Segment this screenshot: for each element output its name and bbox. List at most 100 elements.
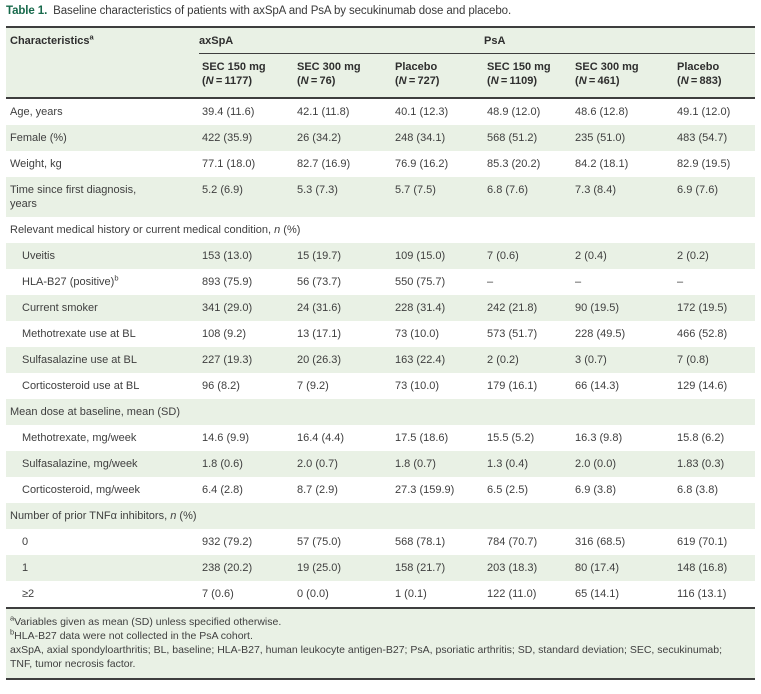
cell-value: 466 (52.8)	[677, 328, 728, 340]
cell-value: 82.9 (19.5)	[677, 158, 731, 170]
cell-value: 84.2 (18.1)	[575, 158, 629, 170]
cell-value: 16.4 (4.4)	[297, 432, 345, 444]
table-caption: Table 1. Baseline characteristics of pati…	[6, 4, 755, 19]
cell-value: 96 (8.2)	[202, 380, 240, 392]
row-label: Methotrexate, mg/week	[22, 432, 137, 444]
cell-value: 2 (0.4)	[575, 250, 607, 262]
column-header-row: SEC 150 mg (N = 1177) SEC 300 mg (N = 76) Pl…	[6, 54, 756, 99]
table-row: Current smoker 341 (29.0) 24 (31.6) 228 (31…	[6, 295, 756, 321]
cell-value: 3 (0.7)	[575, 354, 607, 366]
cell-value: 7 (0.8)	[677, 354, 709, 366]
table-row: Female (%) 422 (35.9) 26 (34.2) 248 (34.1) 5…	[6, 125, 756, 151]
cell-value: 39.4 (11.6)	[202, 106, 255, 118]
row-label: ≥2	[22, 588, 35, 600]
cell-value: 76.9 (16.2)	[395, 158, 449, 170]
table1-figure: Table 1. Baseline characteristics of pati…	[6, 4, 756, 680]
cell-value: 16.3 (9.8)	[575, 432, 623, 444]
column-header-1: SEC 150 mg (N = 1177)	[199, 54, 294, 99]
table-row: Corticosteroid use at BL 96 (8.2) 7 (9.2) 7…	[6, 373, 755, 399]
table-row: Methotrexate use at BL 108 (9.2) 13 (17.1)…	[6, 321, 755, 347]
cell-value: 483 (54.7)	[677, 132, 728, 144]
cell-value: 6.4 (2.8)	[202, 484, 243, 496]
row-label: Methotrexate use at BL	[22, 328, 136, 340]
cell-value: 26 (34.2)	[297, 132, 342, 144]
table-body: Age, years 39.4 (11.6) 42.1 (11.8) 40.1 (12…	[6, 98, 756, 608]
cell-value: 40.1 (12.3)	[395, 106, 449, 118]
footnote: bHLA-B27 data were not collected in the …	[10, 627, 253, 642]
cell-value: 1 (0.1)	[395, 588, 427, 600]
group-label-axspa: axSpA	[199, 35, 234, 47]
cell-value: 82.7 (16.9)	[297, 158, 351, 170]
cell-value: –	[677, 276, 684, 288]
cell-value: 77.1 (18.0)	[202, 158, 256, 170]
row-label: Weight, kg	[10, 158, 62, 170]
column-header-5: SEC 300 mg (N = 461)	[572, 54, 675, 99]
column-header-3: Placebo (N = 727)	[392, 54, 485, 99]
cell-value: 6.9 (7.6)	[677, 184, 718, 196]
cell-value: 2.0 (0.7)	[297, 458, 338, 470]
group-header-row: Characteristicsa axSpA PsA	[6, 27, 756, 99]
footnote: aVariables given as mean (SD) unless spe…	[10, 613, 282, 628]
cell-value: 242 (21.8)	[487, 302, 538, 314]
cell-value: 228 (49.5)	[575, 328, 626, 340]
cell-value: 7 (9.2)	[297, 380, 329, 392]
cell-value: 17.5 (18.6)	[395, 432, 449, 444]
cell-value: 27.3 (159.9)	[395, 484, 455, 496]
section-label: Number of prior TNFα inhibitors, n (%)	[10, 510, 197, 522]
table-row: HLA-B27 (positive)b 893 (75.9) 56 (73.7) 55…	[6, 269, 755, 295]
cell-value: 172 (19.5)	[677, 302, 728, 314]
cell-value: 73 (10.0)	[395, 380, 440, 392]
cell-value: 2 (0.2)	[487, 354, 519, 366]
cell-value: 341 (29.0)	[202, 302, 253, 314]
group-header-axspa: axSpA	[199, 27, 485, 54]
cell-value: 1.83 (0.3)	[677, 458, 725, 470]
characteristics-header: Characteristicsa	[6, 27, 199, 99]
table-row: Methotrexate, mg/week 14.6 (9.9) 16.4 (4.4…	[6, 425, 755, 451]
footnote: axSpA, axial spondyloarthritis; BL, base…	[10, 644, 723, 670]
cell-value: 619 (70.1)	[677, 536, 728, 548]
cell-value: 148 (16.8)	[677, 562, 728, 574]
cell-value: 73 (10.0)	[395, 328, 440, 340]
cell-value: 228 (31.4)	[395, 302, 446, 314]
cell-value: 7 (0.6)	[202, 588, 234, 600]
cell-value: 316 (68.5)	[575, 536, 626, 548]
cell-value: 153 (13.0)	[202, 250, 253, 262]
cell-value: 6.8 (3.8)	[677, 484, 718, 496]
cell-value: 550 (75.7)	[395, 276, 446, 288]
row-label: Uveitis	[22, 250, 56, 262]
cell-value: 5.7 (7.5)	[395, 184, 436, 196]
group-label-psa: PsA	[484, 35, 506, 47]
cell-value: 108 (9.2)	[202, 328, 247, 340]
cell-value: 1.8 (0.7)	[395, 458, 436, 470]
caption-text: Baseline characteristics of patients wit…	[53, 5, 512, 17]
cell-value: 2.0 (0.0)	[575, 458, 616, 470]
cell-value: 20 (26.3)	[297, 354, 342, 366]
cell-value: 6.9 (3.8)	[575, 484, 616, 496]
cell-value: 49.1 (12.0)	[677, 106, 731, 118]
table-row: Sulfasalazine use at BL 227 (19.3) 20 (26.…	[6, 347, 756, 373]
table-row: Uveitis 153 (13.0) 15 (19.7) 109 (15.0) 7 (0…	[6, 243, 756, 269]
table-row: Time since first diagnosis, years 5.2 (6.…	[6, 177, 756, 217]
baseline-characteristics-table: Characteristicsa axSpA PsA SEC 150 mg (N …	[6, 26, 756, 609]
table-row: ≥2 7 (0.6) 0 (0.0) 1 (0.1) 122 (11.0) 65 (14.…	[6, 581, 755, 608]
cell-value: 85.3 (20.2)	[487, 158, 541, 170]
table-number: Table 1.	[6, 5, 48, 17]
row-label: Female (%)	[10, 132, 67, 144]
cell-value: 568 (78.1)	[395, 536, 446, 548]
cell-value: 24 (31.6)	[297, 302, 342, 314]
characteristics-label: Characteristics	[10, 35, 90, 47]
cell-value: 122 (11.0)	[487, 588, 537, 600]
cell-value: 56 (73.7)	[297, 276, 342, 288]
cell-value: 65 (14.1)	[575, 588, 620, 600]
row-label: Sulfasalazine use at BL	[22, 354, 137, 366]
cell-value: 227 (19.3)	[202, 354, 253, 366]
row-label: Corticosteroid use at BL	[22, 380, 140, 392]
cell-value: 248 (34.1)	[395, 132, 446, 144]
cell-value: 80 (17.4)	[575, 562, 620, 574]
table-row: 1 238 (20.2) 19 (25.0) 158 (21.7) 203 (18.3)…	[6, 555, 756, 581]
cell-value: 1.8 (0.6)	[202, 458, 243, 470]
section-label: Mean dose at baseline, mean (SD)	[10, 406, 180, 418]
row-label: Time since first diagnosis, years	[10, 184, 137, 210]
section-row: Number of prior TNFα inhibitors, n (%)	[6, 503, 756, 529]
column-header-6: Placebo (N = 883)	[674, 54, 756, 99]
